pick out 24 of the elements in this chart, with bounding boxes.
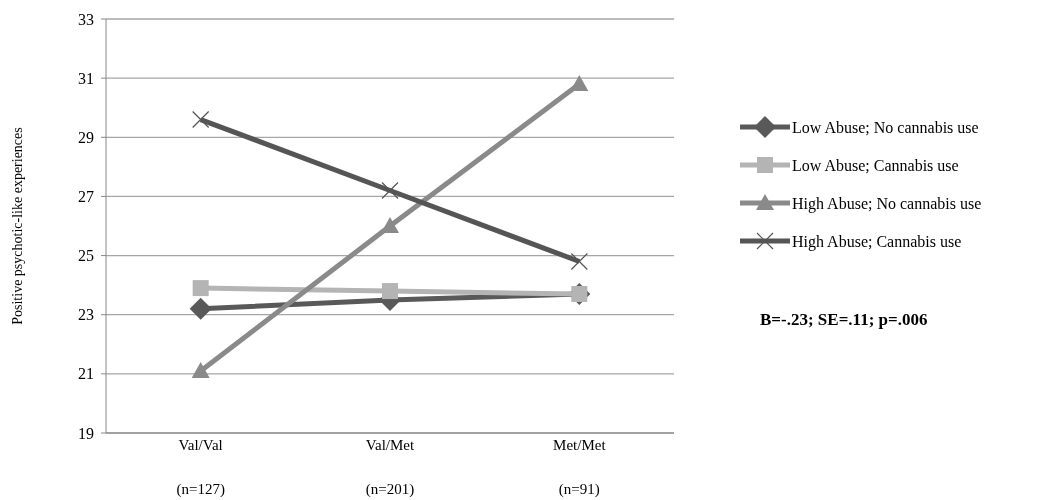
text: B=-.23; SE=.11; p=.006 [760, 310, 928, 329]
y-tick-label: 27 [78, 188, 94, 206]
y-axis-title: Positive psychotic-like experiences [10, 127, 25, 325]
point [192, 110, 210, 129]
category-label: Met/Met (n=91) [553, 437, 606, 498]
legend-label: High Abuse; No cannabis use [792, 194, 982, 213]
y-tick-label: 31 [78, 69, 94, 87]
y-tick-label: 33 [78, 10, 94, 28]
y-tick-label: 23 [78, 306, 94, 324]
category-label: Val/Val (n=127) [176, 437, 225, 498]
point [192, 280, 209, 297]
y-tick-label: 21 [78, 365, 94, 383]
y-tick-label: 19 [78, 424, 94, 442]
legend-label: Low Abuse; Cannabis use [792, 156, 959, 174]
y-tick-label: 25 [78, 247, 94, 265]
point [570, 252, 588, 271]
category-label: Val/Met (n=201) [365, 437, 415, 498]
legend-label: Low Abuse; No cannabis use [792, 118, 979, 136]
point [189, 297, 212, 320]
y-tick-label: 29 [78, 128, 94, 146]
point [191, 361, 210, 378]
point [382, 283, 398, 300]
legend-label: High Abuse; Cannabis use [792, 232, 962, 251]
point [381, 181, 399, 200]
